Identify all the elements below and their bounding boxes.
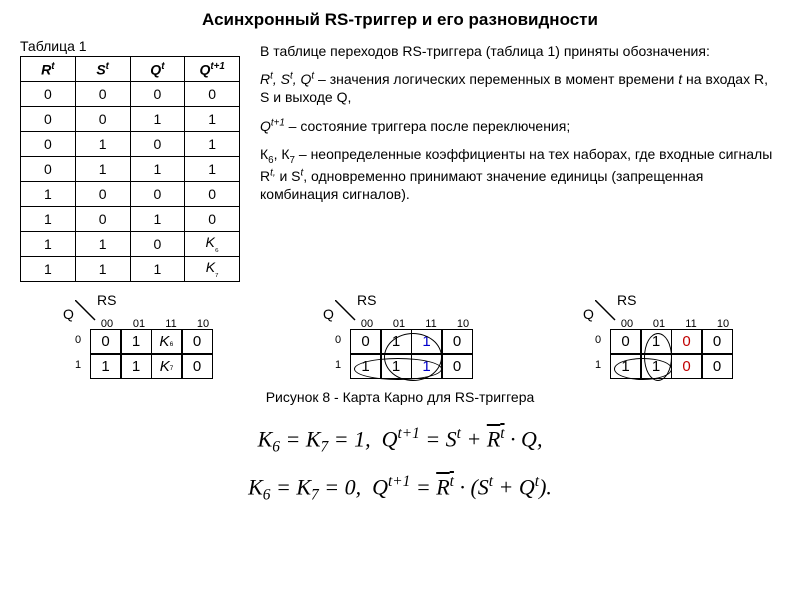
- kmap-cell: 0: [441, 329, 473, 355]
- table-cell: 1: [185, 157, 240, 182]
- desc-p4: К6, К7 – неопределенные коэффициенты на …: [260, 145, 780, 204]
- desc-p1: В таблице переходов RS-триггера (таблица…: [260, 42, 780, 60]
- kmap-cell: 0: [701, 329, 733, 355]
- kmap-cell: 0: [441, 353, 473, 379]
- truth-header: Qt+1: [185, 57, 240, 82]
- table-cell: 0: [185, 182, 240, 207]
- kmap-q-label: Q: [63, 306, 74, 322]
- table-cell: 0: [75, 107, 130, 132]
- kmap-row-label: 0: [595, 334, 601, 346]
- kmap-row-label: 0: [335, 334, 341, 346]
- kmap-cell: 1: [380, 353, 412, 379]
- table-cell: 1: [185, 132, 240, 157]
- table-cell: 1: [75, 132, 130, 157]
- table-row: 110K₆: [21, 232, 240, 257]
- kmap-2: RSQ000111100011011110: [321, 296, 479, 379]
- table-cell: 1: [130, 257, 185, 282]
- table-cell: 0: [21, 157, 76, 182]
- kmap-cell: 0: [181, 329, 213, 355]
- table-caption: Таблица 1: [20, 38, 240, 54]
- kmap-cell: 0: [350, 329, 382, 355]
- truth-table: RtStQtQt+1 000000110101011110001010110K₆…: [20, 56, 240, 282]
- table-cell: 1: [75, 257, 130, 282]
- kmap-cell: 0: [181, 353, 213, 379]
- table-cell: 0: [130, 182, 185, 207]
- table-cell: 0: [21, 107, 76, 132]
- kmap-cell: 1: [411, 353, 443, 379]
- kmap-cell: 1: [640, 329, 672, 355]
- table-row: 1010: [21, 207, 240, 232]
- table-row: 111K₇: [21, 257, 240, 282]
- table-row: 0111: [21, 157, 240, 182]
- kmap-cell: 1: [350, 353, 382, 379]
- top-section: Таблица 1 RtStQtQt+1 0000001101010111100…: [20, 38, 780, 282]
- table-cell: 0: [21, 132, 76, 157]
- kmap-cell: 1: [411, 329, 443, 355]
- kmap-cell: 1: [90, 353, 122, 379]
- table-cell: 0: [185, 207, 240, 232]
- page-title: Асинхронный RS-триггер и его разновиднос…: [20, 10, 780, 30]
- figure-caption: Рисунок 8 - Карта Карно для RS-триггера: [20, 389, 780, 405]
- kmap-rs-label: RS: [617, 292, 636, 308]
- table-cell: K₇: [185, 257, 240, 282]
- karnaugh-maps: RSQ00011110001K₆0111K₇0 RSQ0001111000110…: [20, 296, 780, 379]
- table-cell: 1: [185, 107, 240, 132]
- kmap-cell: 0: [90, 329, 122, 355]
- table-cell: 1: [130, 207, 185, 232]
- equation-1: K6 = K7 = 1, Qt+1 = St + Rt · Q,: [258, 425, 543, 457]
- desc-p2: Rt, St, Qt – значения логических перемен…: [260, 70, 780, 106]
- description: В таблице переходов RS-триггера (таблица…: [260, 38, 780, 282]
- kmap-q-label: Q: [583, 306, 594, 322]
- kmap-cell: 0: [701, 353, 733, 379]
- kmap-rs-label: RS: [97, 292, 116, 308]
- table-cell: 1: [21, 257, 76, 282]
- equation-2: K6 = K7 = 0, Qt+1 = Rt · (St + Qt).: [248, 473, 552, 505]
- kmap-row-label: 0: [75, 334, 81, 346]
- kmap-3: RSQ000111100010011100: [581, 296, 739, 379]
- kmap-q-label: Q: [323, 306, 334, 322]
- kmap-cell: 1: [640, 353, 672, 379]
- table-cell: 0: [130, 232, 185, 257]
- table-cell: 0: [75, 207, 130, 232]
- table-cell: 1: [21, 232, 76, 257]
- table-cell: 0: [130, 132, 185, 157]
- table-row: 1000: [21, 182, 240, 207]
- table-cell: 0: [130, 82, 185, 107]
- kmap-row-label: 1: [595, 359, 601, 371]
- kmap-cell: 1: [120, 329, 152, 355]
- table-cell: K₆: [185, 232, 240, 257]
- table-row: 0101: [21, 132, 240, 157]
- table-row: 0011: [21, 107, 240, 132]
- kmap-rs-label: RS: [357, 292, 376, 308]
- desc-p3: Qt+1 – состояние триггера после переключ…: [260, 117, 780, 135]
- kmap-cell: 1: [380, 329, 412, 355]
- equations: K6 = K7 = 1, Qt+1 = St + Rt · Q, K6 = K7…: [20, 417, 780, 512]
- table-cell: 1: [21, 207, 76, 232]
- truth-header: Qt: [130, 57, 185, 82]
- kmap-cell: K₇: [151, 353, 183, 379]
- truth-table-block: Таблица 1 RtStQtQt+1 0000001101010111100…: [20, 38, 240, 282]
- table-cell: 1: [75, 157, 130, 182]
- kmap-cell: K₆: [151, 329, 183, 355]
- truth-header: St: [75, 57, 130, 82]
- kmap-cell: 1: [120, 353, 152, 379]
- kmap-cell: 0: [610, 329, 642, 355]
- kmap-cell: 0: [671, 329, 703, 355]
- table-row: 0000: [21, 82, 240, 107]
- table-cell: 0: [75, 182, 130, 207]
- table-cell: 0: [185, 82, 240, 107]
- table-cell: 1: [75, 232, 130, 257]
- table-cell: 0: [21, 82, 76, 107]
- kmap-row-label: 1: [335, 359, 341, 371]
- table-cell: 1: [21, 182, 76, 207]
- kmap-1: RSQ00011110001K₆0111K₇0: [61, 296, 219, 379]
- kmap-row-label: 1: [75, 359, 81, 371]
- truth-header: Rt: [21, 57, 76, 82]
- table-cell: 1: [130, 107, 185, 132]
- kmap-cell: 0: [671, 353, 703, 379]
- table-cell: 0: [75, 82, 130, 107]
- table-cell: 1: [130, 157, 185, 182]
- kmap-cell: 1: [610, 353, 642, 379]
